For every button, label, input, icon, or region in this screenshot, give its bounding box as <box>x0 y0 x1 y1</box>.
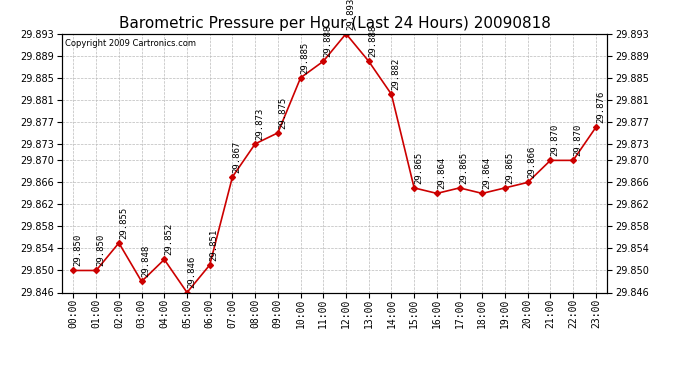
Text: 29.893: 29.893 <box>346 0 355 30</box>
Text: 29.864: 29.864 <box>437 157 446 189</box>
Text: 29.870: 29.870 <box>573 124 582 156</box>
Text: 29.851: 29.851 <box>210 228 219 261</box>
Title: Barometric Pressure per Hour (Last 24 Hours) 20090818: Barometric Pressure per Hour (Last 24 Ho… <box>119 16 551 31</box>
Text: 29.867: 29.867 <box>233 141 241 173</box>
Text: 29.882: 29.882 <box>391 58 400 90</box>
Text: 29.846: 29.846 <box>187 256 196 288</box>
Text: 29.850: 29.850 <box>96 234 105 266</box>
Text: 29.888: 29.888 <box>368 25 377 57</box>
Text: 29.864: 29.864 <box>482 157 491 189</box>
Text: 29.888: 29.888 <box>324 25 333 57</box>
Text: 29.876: 29.876 <box>596 91 605 123</box>
Text: 29.855: 29.855 <box>119 207 128 239</box>
Text: 29.852: 29.852 <box>164 223 173 255</box>
Text: 29.875: 29.875 <box>278 96 287 129</box>
Text: 29.850: 29.850 <box>73 234 83 266</box>
Text: 29.865: 29.865 <box>414 152 423 184</box>
Text: 29.848: 29.848 <box>141 245 150 278</box>
Text: 29.865: 29.865 <box>460 152 469 184</box>
Text: 29.870: 29.870 <box>551 124 560 156</box>
Text: 29.865: 29.865 <box>505 152 514 184</box>
Text: 29.866: 29.866 <box>528 146 537 178</box>
Text: 29.873: 29.873 <box>255 108 264 140</box>
Text: 29.885: 29.885 <box>301 41 310 74</box>
Text: Copyright 2009 Cartronics.com: Copyright 2009 Cartronics.com <box>65 39 196 48</box>
